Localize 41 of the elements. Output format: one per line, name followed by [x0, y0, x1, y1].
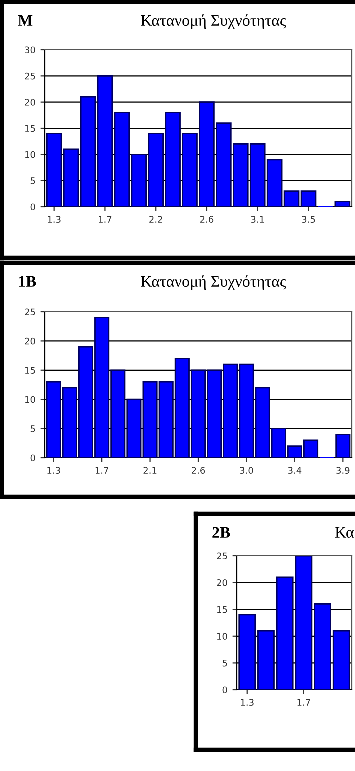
- y-tick-label: 10: [217, 633, 228, 640]
- text: M: [18, 15, 33, 26]
- y-tick-label: 0: [30, 454, 36, 462]
- x-tick-label: 2.2: [150, 216, 162, 223]
- x-tick-label: 2.6: [200, 216, 214, 224]
- x-tick-label: 3.5: [302, 216, 316, 224]
- y-tick-label: 0: [30, 204, 36, 211]
- y-tick-label: 20: [25, 99, 36, 106]
- y-tick-label: 10: [25, 151, 36, 158]
- y-tick-label: 25: [217, 552, 228, 560]
- y-tick-label: 0: [222, 686, 228, 694]
- x-tick-label: 3.9: [336, 467, 350, 474]
- x-tick-label: 2.6: [192, 467, 206, 474]
- chart-title: Κατανομή Συχνότητας: [141, 14, 286, 30]
- y-tick-label: 5: [30, 426, 36, 432]
- x-tick-label: 1.7: [298, 699, 310, 706]
- text: 2B: [212, 527, 230, 538]
- chart-title: Κατανομή Συχνότητας: [141, 276, 286, 290]
- y-tick-label: 25: [25, 72, 36, 80]
- x-tick-label: 3.0: [240, 467, 254, 474]
- x-tick-label: 1.7: [96, 467, 108, 474]
- y-tick-label: 5: [222, 660, 228, 667]
- y-tick-label: 5: [30, 178, 36, 184]
- x-tick-label: 1.3: [241, 699, 254, 706]
- x-tick-label: 3.4: [288, 467, 302, 474]
- text: 1B: [19, 276, 36, 287]
- y-tick-label: 15: [217, 606, 228, 614]
- y-tick-label: 20: [217, 580, 228, 586]
- x-tick-label: 1.3: [48, 216, 61, 224]
- x-tick-label: 1.3: [48, 467, 60, 474]
- bar: [334, 201, 351, 207]
- y-tick-label: 15: [25, 367, 36, 374]
- y-tick-label: 15: [25, 125, 36, 132]
- x-tick-label: 3.1: [251, 216, 264, 224]
- y-tick-label: 10: [25, 396, 36, 404]
- y-tick-label: 30: [25, 46, 36, 54]
- x-tick-label: 1.7: [99, 216, 112, 223]
- y-tick-label: 25: [25, 308, 36, 316]
- chart-title: Κα: [335, 527, 354, 538]
- y-tick-label: 20: [25, 338, 36, 345]
- x-tick-label: 2.1: [144, 467, 157, 474]
